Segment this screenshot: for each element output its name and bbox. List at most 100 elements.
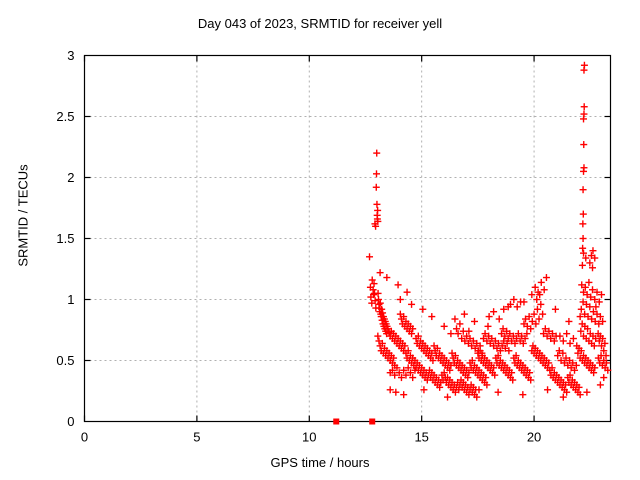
y-tick-label: 0.5 [56,353,74,368]
data-point-plus [545,327,553,335]
data-point-plus [592,335,600,343]
y-tick-label: 3 [67,48,74,63]
data-point-plus [420,386,428,394]
x-tick-label: 10 [302,430,316,445]
data-point-plus [490,308,498,316]
data-point-plus [378,339,386,347]
data-point-plus [391,371,399,379]
y-tick-label: 0 [67,414,74,429]
data-point-plus [548,364,556,372]
data-point-plus [376,269,384,277]
data-point-plus [591,364,599,372]
data-point-plus [372,183,380,191]
data-point-plus [599,335,607,343]
data-point-plus [580,141,588,149]
data-point-plus [579,186,587,194]
data-point-plus [591,254,599,262]
data-point-plus [465,369,473,377]
data-point-plus [392,388,400,396]
data-point-plus [456,320,464,328]
data-point-plus [368,276,376,284]
data-point-plus [419,305,427,313]
data-point-plus [414,332,422,340]
data-points [333,61,612,425]
data-point-plus [400,391,408,399]
data-point-plus [583,291,591,299]
data-point-plus [578,281,586,289]
y-tick-label: 1 [67,292,74,307]
data-point-plus [576,313,584,321]
data-point-plus [559,393,567,401]
data-point-plus [580,61,588,69]
data-point-plus [373,200,381,208]
data-point-plus [484,322,492,330]
data-point-plus [578,261,586,269]
x-axis-ticks: 0 5 10 15 20 [81,55,541,445]
y-tick-label: 1.5 [56,231,74,246]
data-point-plus [563,330,571,338]
data-point-plus [535,315,543,323]
data-point-plus [519,391,527,399]
data-point-plus [468,357,476,364]
data-point-plus [374,217,382,225]
data-point-plus [586,259,594,267]
data-point-plus [550,337,558,345]
data-point-plus [454,330,462,338]
data-point-plus [505,347,513,355]
data-point-plus [494,388,502,396]
data-point-plus [566,339,574,347]
data-point-plus [575,383,583,391]
data-point-plus [537,300,545,308]
data-point-plus [464,374,472,382]
data-point-plus [504,303,512,311]
data-point-plus [513,303,521,311]
data-point-plus [440,369,448,377]
data-point-plus [451,352,459,360]
data-point-plus [572,361,580,369]
data-point-plus [580,110,588,118]
data-point-square [333,418,340,425]
data-point-plus [565,317,573,325]
data-point-plus [595,298,603,306]
data-point-plus [402,371,410,379]
data-point-plus [488,335,496,343]
data-point-plus [495,315,503,323]
data-point-plus [596,381,604,389]
data-point-plus [476,347,484,355]
data-point-plus [370,280,378,288]
data-point-square [369,418,376,425]
data-point-plus [403,288,411,296]
data-point-plus [512,352,520,360]
data-point-plus [601,339,609,347]
data-point-plus [473,393,481,401]
data-point-plus [537,278,545,286]
data-point-plus [408,330,416,338]
data-point-plus [551,305,559,313]
gridlines [84,55,611,422]
data-point-plus [542,274,550,282]
data-point-plus [582,254,590,262]
data-point-plus [388,366,396,374]
data-point-plus [536,291,544,299]
data-point-plus [483,381,491,389]
data-point-plus [485,313,493,321]
data-point-plus [461,337,469,345]
x-tick-label: 0 [81,430,88,445]
data-point-plus [589,247,597,255]
x-tick-label: 5 [193,430,200,445]
data-point-plus [580,103,588,111]
data-point-plus [397,374,405,382]
y-axis-ticks: 0 0.5 1 1.5 2 2.5 3 [56,48,611,429]
x-tick-label: 20 [527,430,541,445]
data-point-plus [600,347,608,355]
data-point-plus [589,264,597,272]
data-point-plus [533,305,541,313]
data-point-plus [465,327,473,335]
data-point-plus [468,342,476,350]
data-point-plus [556,332,564,340]
data-point-plus [446,366,454,374]
data-point-plus [586,303,594,311]
data-point-plus [501,344,509,352]
